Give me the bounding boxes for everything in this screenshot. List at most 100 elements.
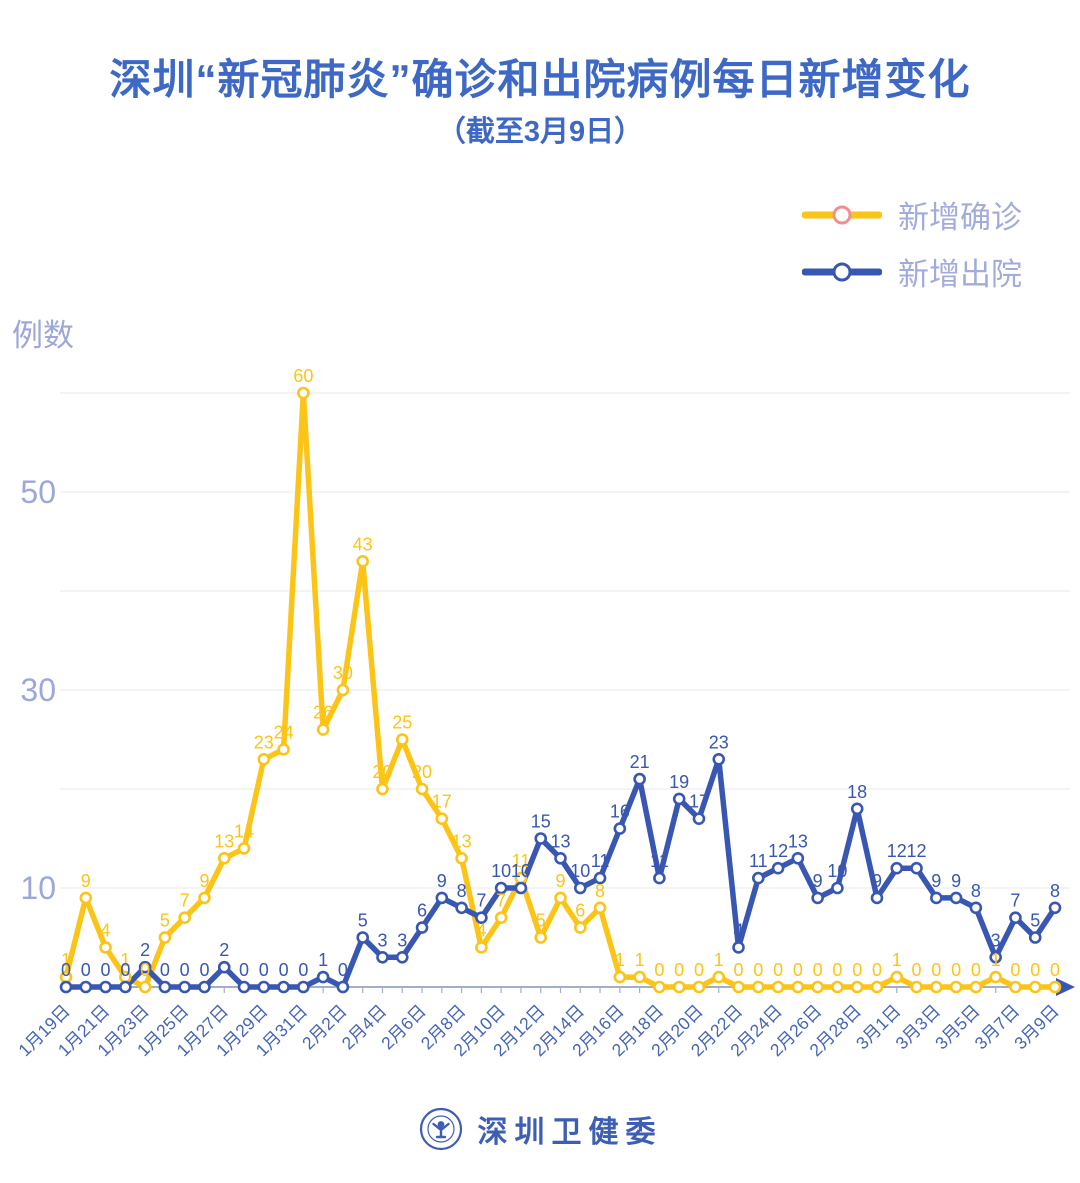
point-value-label: 9 [813, 871, 823, 891]
point-value-label: 12 [768, 841, 788, 861]
point-value-label: 0 [279, 960, 289, 980]
discharged-point [811, 891, 824, 905]
point-value-label: 18 [847, 782, 867, 802]
point-value-label: 7 [180, 891, 190, 911]
confirmed-point [910, 980, 923, 994]
discharged-point [890, 861, 904, 875]
confirmed-point [969, 980, 983, 994]
confirmed-point [178, 911, 191, 925]
discharged-point [198, 980, 211, 994]
point-value-label: 0 [1030, 960, 1040, 980]
legend-item-confirmed: 新增确诊 [802, 192, 1022, 237]
confirmed-point [494, 911, 508, 925]
point-value-label: 8 [1050, 881, 1060, 901]
point-value-label: 13 [214, 831, 234, 851]
confirmed-point [712, 970, 726, 984]
point-value-label: 16 [610, 802, 630, 822]
point-value-label: 6 [575, 901, 585, 921]
confirmed-point [356, 554, 370, 568]
confirmed-point [751, 980, 765, 994]
point-value-label: 0 [931, 960, 941, 980]
point-value-label: 0 [1010, 960, 1020, 980]
confirmed-point [653, 980, 666, 994]
confirmed-point [138, 980, 152, 994]
point-value-label: 0 [674, 960, 684, 980]
discharged-point [692, 812, 706, 826]
svg-text:3月9日: 3月9日 [1010, 1001, 1063, 1054]
footer: 深圳卫健委 [0, 1106, 1080, 1152]
confirmed-point [158, 931, 172, 944]
point-value-label: 14 [234, 821, 254, 841]
point-value-label: 0 [180, 960, 190, 980]
point-value-label: 2 [219, 940, 229, 960]
point-value-label: 5 [536, 911, 546, 931]
confirmed-point [672, 980, 686, 994]
discharged-point [1048, 901, 1062, 915]
point-value-label: 0 [951, 960, 961, 980]
confirmed-point [811, 980, 824, 994]
discharged-point [633, 772, 646, 786]
point-value-label: 0 [971, 960, 981, 980]
point-value-label: 1 [120, 950, 130, 970]
point-value-label: 0 [852, 960, 862, 980]
point-value-label: 1 [61, 950, 71, 970]
point-value-label: 9 [931, 871, 941, 891]
discharged-point [850, 802, 864, 816]
point-value-label: 1 [615, 950, 625, 970]
discharged-point [930, 891, 943, 905]
discharged-point [910, 861, 923, 875]
health-commission-logo-icon [419, 1107, 462, 1151]
confirmed-point [376, 782, 389, 796]
svg-text:30: 30 [20, 672, 56, 708]
point-value-label: 20 [372, 762, 392, 782]
point-value-label: 9 [872, 871, 882, 891]
legend-label-discharged: 新增出院 [898, 257, 1022, 292]
confirmed-point [989, 970, 1002, 984]
point-value-label: 10 [511, 861, 531, 881]
point-value-label: 0 [298, 960, 308, 980]
point-value-label: 17 [432, 792, 452, 812]
point-value-label: 3 [377, 930, 387, 950]
point-value-label: 7 [476, 891, 486, 911]
confirmed-line-swatch-icon [802, 205, 882, 224]
point-value-label: 9 [437, 871, 447, 891]
discharged-point [1009, 911, 1022, 925]
point-value-label: 11 [591, 851, 610, 871]
svg-text:50: 50 [20, 474, 56, 510]
confirmed-point [890, 970, 904, 984]
discharged-point [336, 980, 350, 994]
point-value-label: 0 [813, 960, 823, 980]
confirmed-point [297, 386, 310, 400]
point-value-label: 12 [887, 841, 907, 861]
discharged-point [356, 931, 370, 944]
discharged-point [138, 960, 152, 974]
legend: 新增确诊 新增出院 [802, 192, 1022, 294]
point-value-label: 23 [709, 732, 729, 752]
point-value-label: 0 [734, 960, 744, 980]
point-value-label: 24 [274, 722, 294, 742]
discharged-point [99, 980, 112, 994]
point-value-label: 0 [338, 960, 348, 980]
discharged-point [534, 832, 548, 845]
point-value-label: 0 [1050, 960, 1060, 980]
point-value-label: 7 [496, 891, 506, 911]
discharged-point [969, 901, 983, 915]
x-date-labels: 1月19日1月21日1月23日1月25日1月27日1月29日1月31日2月2日2… [14, 1001, 1063, 1061]
discharged-point [257, 980, 271, 994]
point-value-label: 21 [630, 752, 650, 772]
point-value-label: 9 [555, 871, 565, 891]
confirmed-point [455, 851, 468, 865]
point-value-label: 60 [293, 366, 313, 386]
confirmed-point [415, 782, 429, 796]
point-value-label: 5 [1030, 911, 1040, 931]
discharged-point [593, 871, 607, 885]
point-value-label: 9 [81, 871, 91, 891]
point-value-label: 0 [140, 960, 150, 980]
point-value-label: 0 [753, 960, 763, 980]
point-value-label: 0 [120, 960, 130, 980]
discharged-point [554, 851, 567, 865]
confirmed-point [573, 921, 587, 934]
